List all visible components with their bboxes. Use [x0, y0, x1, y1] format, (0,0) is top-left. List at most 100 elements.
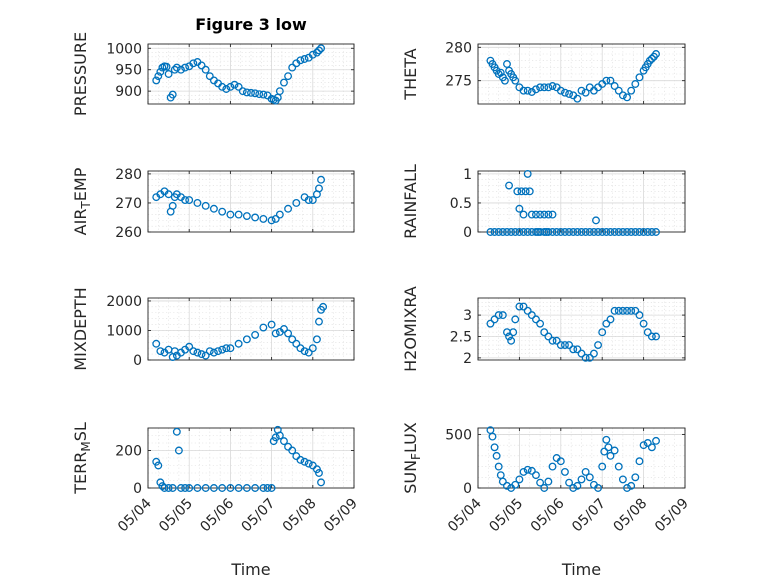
data-point [523, 86, 532, 95]
data-point [494, 228, 503, 236]
y-tick-label: 270 [115, 196, 142, 212]
data-point [288, 335, 297, 344]
y-axis-label: RAINFALL [401, 164, 420, 239]
y-tick-label: 0 [463, 225, 472, 241]
data-point [536, 83, 545, 92]
x-axis-label: Time [230, 560, 270, 579]
data-point [515, 302, 524, 311]
data-point [222, 85, 231, 93]
data-point [623, 484, 631, 492]
data-point [606, 228, 615, 236]
data-point [610, 82, 619, 90]
data-point [312, 335, 321, 344]
data-point [548, 82, 557, 90]
data-point [594, 228, 603, 236]
data-point [523, 465, 532, 474]
data-point [486, 319, 495, 328]
data-point [242, 88, 251, 97]
y-tick-label: 500 [445, 427, 472, 443]
data-point [154, 72, 163, 81]
data-point [560, 228, 569, 236]
data-point [152, 76, 161, 85]
data-point [519, 210, 528, 219]
data-point [292, 199, 301, 207]
data-point [569, 484, 578, 492]
data-point [242, 484, 251, 492]
axes-box [147, 427, 355, 489]
data-point [602, 435, 611, 444]
y-tick-label: 0 [133, 353, 142, 369]
data-point [592, 216, 600, 225]
data-point [618, 306, 627, 315]
data-point [577, 475, 586, 484]
data-point [214, 347, 222, 356]
y-tick-label: 280 [445, 40, 472, 56]
data-point [548, 210, 557, 219]
data-point [573, 481, 582, 490]
y-tick-label: 2000 [106, 294, 142, 310]
data-point [585, 473, 594, 482]
data-point [627, 306, 636, 315]
data-point [189, 347, 198, 356]
data-point [312, 48, 321, 57]
data-point [234, 82, 243, 91]
y-tick-label: 900 [115, 84, 142, 100]
y-tick-label: 1000 [106, 41, 142, 57]
data-point [581, 353, 590, 362]
data-point [201, 201, 210, 210]
data-point [652, 436, 660, 445]
data-point [515, 475, 524, 484]
data-point [519, 467, 528, 476]
data-point [598, 228, 607, 236]
data-point [247, 88, 255, 97]
data-point [185, 196, 194, 204]
data-point [185, 342, 194, 351]
data-point [251, 213, 260, 222]
data-point [164, 70, 173, 78]
data-point [259, 214, 268, 223]
data-point [618, 228, 627, 236]
data-point [152, 339, 161, 348]
data-point [511, 228, 520, 236]
data-point [552, 336, 561, 345]
data-point [517, 187, 526, 196]
data-point [589, 349, 598, 358]
data-point [304, 196, 313, 204]
data-point [556, 341, 565, 349]
data-point [160, 484, 169, 492]
y-axis-label: TERRMSL [71, 422, 93, 495]
data-point [614, 462, 623, 471]
data-point [623, 93, 631, 102]
data-point [556, 457, 565, 466]
data-point [598, 462, 607, 471]
axes-box [147, 170, 355, 233]
data-point [271, 433, 280, 442]
data-point [606, 451, 615, 460]
data-point [189, 59, 198, 68]
data-point [639, 228, 648, 236]
data-point [544, 210, 553, 219]
data-point [540, 210, 549, 219]
data-point [647, 443, 656, 452]
y-tick-label: 3 [463, 308, 472, 324]
data-point [594, 341, 603, 349]
data-point [226, 344, 235, 353]
data-point [519, 228, 528, 236]
data-point [503, 228, 511, 236]
y-axis-label: THETA [401, 48, 420, 100]
data-point [503, 481, 511, 490]
data-point [317, 175, 325, 184]
data-point [242, 212, 251, 220]
data-point [643, 328, 652, 337]
data-point [172, 427, 181, 436]
data-point [532, 210, 540, 219]
y-tick-label: 2 [463, 351, 472, 367]
data-point [523, 306, 532, 315]
data-point [280, 78, 288, 87]
axes-box [477, 427, 686, 489]
data-point [521, 187, 530, 196]
chart-panel-top-right: 275 280 THETA [401, 40, 686, 105]
data-point [523, 169, 532, 178]
data-point [643, 228, 652, 236]
data-point [573, 345, 582, 354]
